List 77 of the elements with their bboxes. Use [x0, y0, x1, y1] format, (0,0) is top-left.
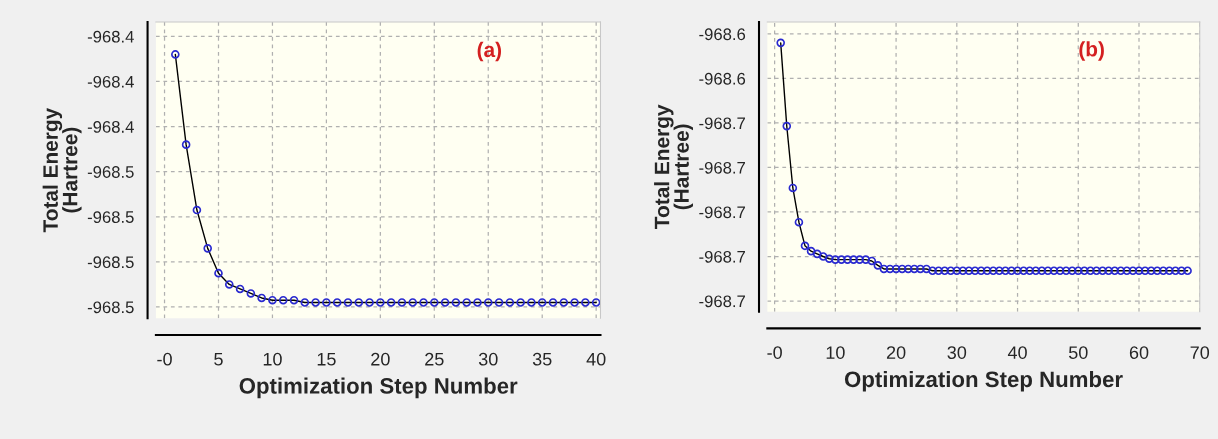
- point: [376, 298, 385, 307]
- point: [451, 298, 461, 307]
- point: [268, 295, 277, 305]
- x-axis-title: Optimization Step Number: [844, 370, 1123, 392]
- x-tick-label: 30: [947, 346, 967, 359]
- point: [429, 298, 439, 307]
- x-tick-label: 10: [263, 352, 282, 366]
- x-tick-label: 20: [371, 352, 390, 366]
- x-tick-label: 30: [478, 352, 498, 366]
- x-tick-label: 50: [1068, 346, 1088, 359]
- point: [311, 298, 320, 307]
- y-axis-title: Total Energy (Hartree): [654, 104, 693, 229]
- annotation: (a): [477, 41, 502, 62]
- y-tick-label: -968.4: [87, 75, 134, 88]
- y-tick-label: -968.7: [699, 250, 745, 263]
- x-tick-label: 20: [886, 346, 906, 359]
- point: [548, 298, 558, 307]
- x-tick-label: 35: [532, 352, 552, 366]
- point: [591, 298, 601, 307]
- point: [516, 298, 525, 307]
- point: [397, 298, 407, 307]
- x-tick-label: 25: [425, 352, 444, 366]
- x-tick-label: -0: [157, 352, 172, 366]
- x-tick-label: 10: [826, 346, 845, 359]
- point: [224, 280, 234, 289]
- point: [192, 205, 202, 215]
- y-tick-label: -968.7: [699, 295, 745, 308]
- x-tick-label: -0: [767, 346, 782, 359]
- x-tick-label: 70: [1190, 346, 1210, 359]
- point: [300, 298, 310, 307]
- point: [289, 295, 299, 305]
- point: [246, 289, 256, 298]
- y-tick-label: -968.4: [87, 120, 134, 133]
- point: [581, 298, 590, 307]
- point: [386, 298, 396, 307]
- y-tick-label: -968.7: [699, 117, 745, 130]
- point: [332, 298, 342, 307]
- y-tick-label: -968.6: [699, 28, 746, 41]
- annotation: (b): [1079, 41, 1104, 61]
- point: [214, 268, 223, 278]
- point: [537, 298, 547, 307]
- y-tick-label: -968.7: [699, 161, 745, 174]
- y-axis-title: Total Energy (Hartree): [42, 107, 82, 233]
- point: [365, 298, 374, 307]
- point: [419, 298, 428, 307]
- point: [343, 298, 353, 307]
- x-tick-label: 40: [1007, 346, 1027, 359]
- point: [440, 298, 450, 307]
- point: [505, 298, 515, 307]
- y-tick-label: -968.7: [699, 206, 745, 219]
- y-tick-label: -968.5: [87, 166, 134, 178]
- y-tick-label: -968.5: [87, 301, 134, 314]
- x-tick-label: 5: [214, 352, 223, 366]
- x-axis-title: Optimization Step Number: [239, 377, 518, 399]
- x-tick-label: 40: [586, 352, 606, 366]
- point: [559, 298, 569, 307]
- point: [278, 295, 288, 305]
- x-tick-label: 60: [1129, 346, 1149, 359]
- point: [483, 298, 493, 307]
- point: [494, 298, 504, 307]
- point: [527, 298, 536, 307]
- y-tick-label: -968.6: [699, 72, 746, 85]
- point: [408, 298, 418, 307]
- y-tick-label: -968.5: [87, 256, 134, 269]
- point: [354, 298, 364, 307]
- point: [235, 284, 245, 294]
- point: [570, 298, 579, 307]
- point: [322, 298, 331, 307]
- point: [203, 244, 213, 253]
- point: [257, 293, 266, 303]
- point: [171, 50, 180, 59]
- point: [462, 298, 471, 307]
- y-tick-label: -968.5: [87, 211, 134, 223]
- point: [181, 140, 191, 149]
- point: [473, 298, 482, 307]
- x-tick-label: 15: [317, 352, 336, 366]
- y-tick-label: -968.4: [87, 30, 134, 43]
